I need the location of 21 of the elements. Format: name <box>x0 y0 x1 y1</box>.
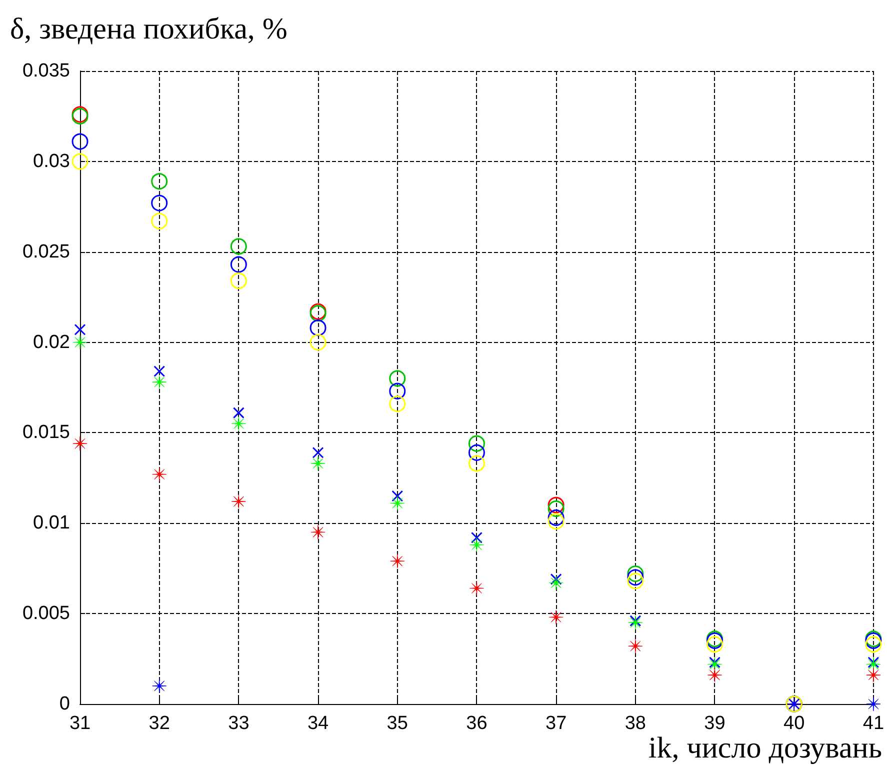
x-tick-label: 35 <box>386 713 408 734</box>
y-tick-label: 0.005 <box>22 603 70 624</box>
y-tick-label: 0.035 <box>22 60 70 82</box>
x-tick-label: 34 <box>307 713 330 734</box>
y-tick-label: 0.03 <box>33 150 70 172</box>
y-axis-title: δ, зведена похибка, % <box>10 12 288 46</box>
x-tick-label: 37 <box>545 713 567 734</box>
y-tick-label: 0.025 <box>22 241 70 262</box>
y-tick-label: 0.015 <box>22 422 70 444</box>
y-tick-label: 0.02 <box>33 332 70 353</box>
y-tick-label: 0.01 <box>33 512 70 534</box>
x-tick-label: 32 <box>148 713 170 734</box>
x-tick-label: 39 <box>704 713 726 734</box>
x-tick-label: 33 <box>228 713 250 734</box>
x-tick-label: 38 <box>624 713 646 734</box>
x-axis-title: ik, число дозувань <box>648 732 882 764</box>
x-tick-label: 41 <box>862 713 884 734</box>
y-tick-label: 0 <box>59 694 70 714</box>
x-tick-label: 31 <box>69 713 91 734</box>
x-tick-label: 40 <box>784 713 805 734</box>
x-tick-label: 36 <box>466 713 488 734</box>
